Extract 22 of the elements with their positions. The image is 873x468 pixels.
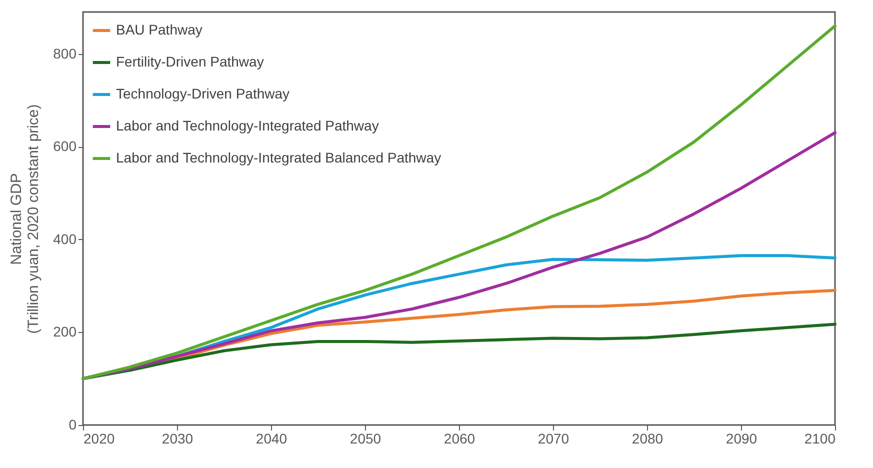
y-tick-label: 400 (53, 230, 77, 247)
x-tick-label: 2080 (632, 430, 664, 446)
x-tick-label: 2020 (84, 430, 115, 446)
y-tick-label: 600 (53, 138, 77, 154)
line-series (82, 322, 836, 380)
legend-label: Technology-Driven Pathway (116, 86, 290, 102)
x-tick-label: 2100 (804, 430, 836, 446)
y-tick-label: 0 (68, 416, 77, 432)
line-series (82, 24, 836, 380)
y-tick-label: 200 (53, 324, 77, 340)
y-tick-label: 800 (53, 45, 77, 62)
x-tick-label: 2050 (350, 430, 382, 446)
x-tick-label: 2040 (256, 430, 288, 446)
x-tick-label: 2070 (538, 430, 570, 446)
legend-label: BAU Pathway (116, 22, 202, 38)
legend-label: Fertility-Driven Pathway (116, 54, 264, 70)
x-tick-label: 2090 (726, 430, 758, 446)
x-tick-label: 2030 (162, 430, 194, 446)
y-axis-title: National GDP (Trillion yuan, 2020 constant price) (8, 104, 42, 334)
x-tick-label: 2060 (444, 430, 476, 446)
legend-label: Labor and Technology-Integrated Pathway (116, 118, 379, 134)
legend-label: Labor and Technology-Integrated Balanced Pathway (116, 150, 442, 166)
